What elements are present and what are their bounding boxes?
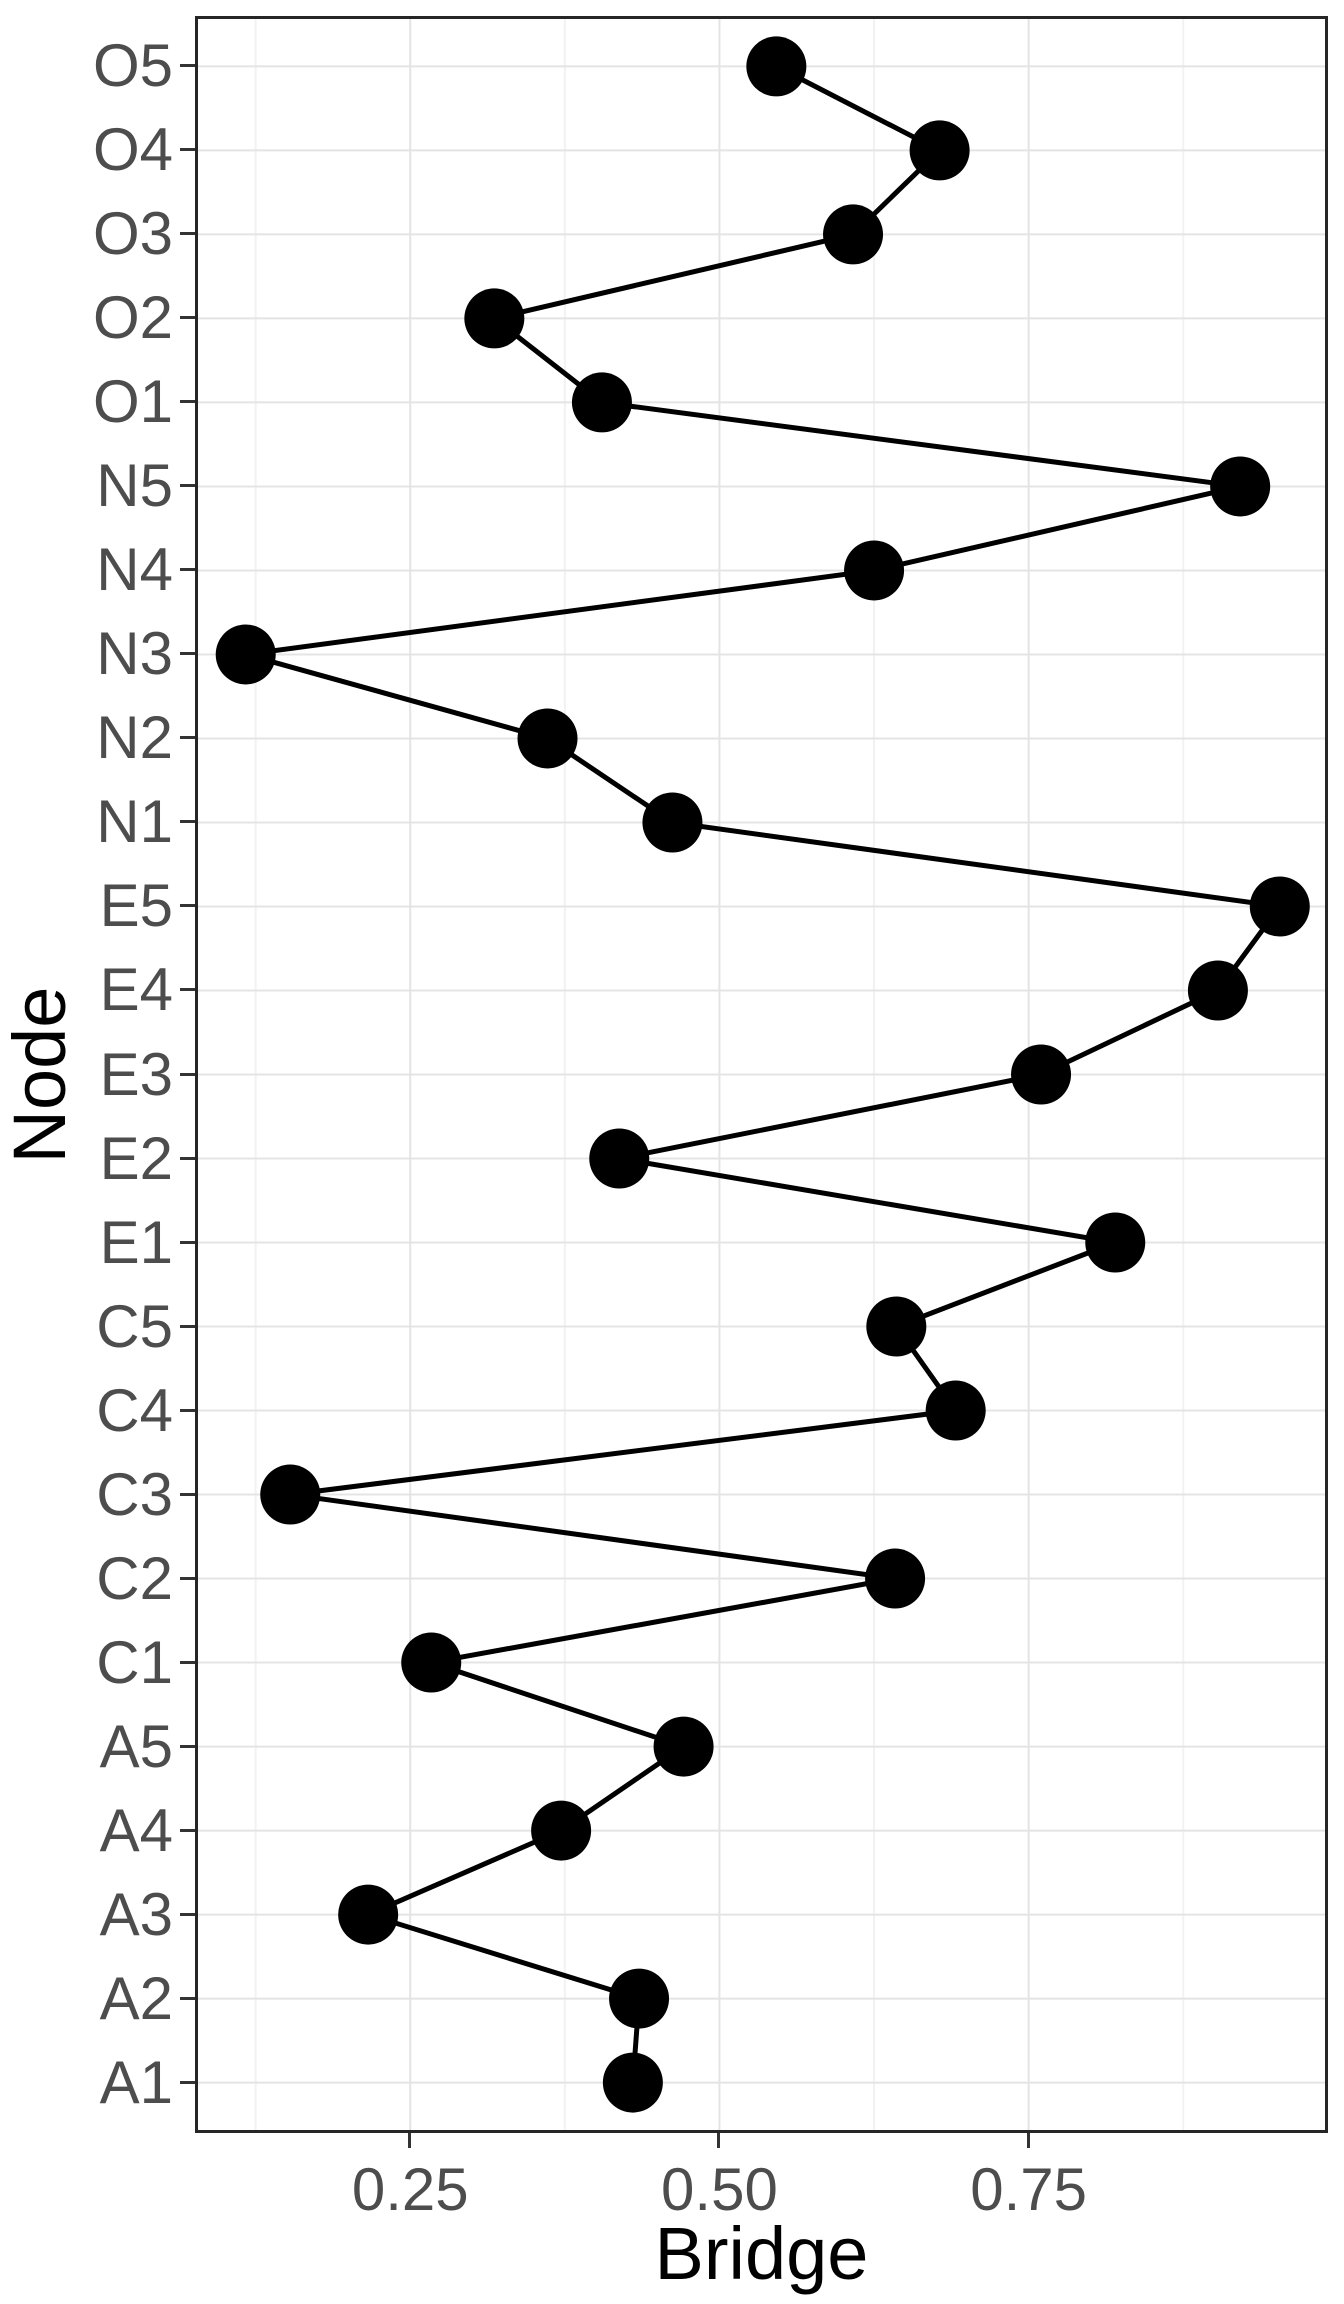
y-tick-label: O2 [92, 284, 173, 352]
data-point-E5 [1249, 876, 1310, 937]
data-point-N3 [215, 624, 276, 685]
y-tick-label: E3 [99, 1040, 173, 1108]
y-tick-mark [180, 1828, 195, 1832]
data-point-E4 [1187, 960, 1248, 1021]
y-tick-mark [180, 1072, 195, 1076]
y-tick-mark [180, 232, 195, 236]
data-point-N5 [1210, 456, 1271, 517]
data-point-C2 [865, 1548, 926, 1609]
data-point-O4 [909, 120, 970, 181]
y-tick-mark [180, 736, 195, 740]
data-point-A5 [653, 1716, 714, 1777]
y-tick-label: C2 [96, 1544, 173, 1612]
data-point-A4 [531, 1800, 592, 1861]
y-tick-mark [180, 568, 195, 572]
y-tick-label: E4 [99, 956, 173, 1024]
data-point-N2 [517, 708, 578, 769]
y-tick-mark [180, 2080, 195, 2084]
y-tick-label: N4 [96, 536, 173, 604]
data-point-N1 [642, 792, 703, 853]
y-tick-label: O1 [92, 368, 173, 436]
y-tick-label: E5 [99, 872, 173, 940]
y-tick-mark [180, 1744, 195, 1748]
x-tick-label: 0.75 [970, 2156, 1088, 2223]
data-point-N4 [844, 540, 905, 601]
chart-svg [195, 16, 1328, 2133]
y-tick-mark [180, 1660, 195, 1664]
y-tick-label: E1 [99, 1208, 173, 1276]
data-point-C3 [260, 1464, 321, 1525]
y-tick-label: C3 [96, 1460, 173, 1528]
data-point-A2 [609, 1968, 670, 2029]
data-point-O5 [746, 36, 807, 97]
y-tick-mark [180, 1912, 195, 1916]
y-tick-label: A4 [99, 1796, 173, 1864]
y-tick-mark [180, 1996, 195, 2000]
y-tick-label: O4 [92, 116, 173, 184]
data-point-A3 [338, 1884, 399, 1945]
y-tick-label: A1 [99, 2048, 173, 2116]
y-tick-mark [180, 316, 195, 320]
y-tick-mark [180, 1324, 195, 1328]
y-tick-mark [180, 1156, 195, 1160]
y-tick-label: N5 [96, 452, 173, 520]
data-point-C4 [925, 1380, 986, 1441]
y-tick-label: N1 [96, 788, 173, 856]
x-tick-label: 0.25 [351, 2156, 469, 2223]
data-point-O3 [823, 204, 884, 265]
x-axis-title: Bridge [654, 2212, 869, 2295]
data-point-O2 [464, 288, 525, 349]
y-tick-label: A2 [99, 1964, 173, 2032]
y-tick-label: E2 [99, 1124, 173, 1192]
y-tick-label: A5 [99, 1712, 173, 1780]
y-tick-mark [180, 64, 195, 68]
y-tick-label: C1 [96, 1628, 173, 1696]
plot-panel [195, 16, 1328, 2133]
data-point-E2 [589, 1128, 650, 1189]
y-tick-label: N3 [96, 620, 173, 688]
y-tick-label: C5 [96, 1292, 173, 1360]
y-tick-label: O5 [92, 32, 173, 100]
y-tick-mark [180, 652, 195, 656]
y-tick-mark [180, 904, 195, 908]
y-tick-mark [180, 1576, 195, 1580]
data-point-O1 [571, 372, 632, 433]
data-point-E1 [1085, 1212, 1146, 1273]
x-tick-mark [717, 2133, 721, 2148]
data-point-C5 [866, 1296, 927, 1357]
y-tick-mark [180, 1408, 195, 1412]
data-point-A1 [602, 2052, 663, 2113]
y-tick-mark [180, 148, 195, 152]
y-tick-label: N2 [96, 704, 173, 772]
y-tick-label: C4 [96, 1376, 173, 1444]
y-tick-mark [180, 1240, 195, 1244]
x-tick-mark [1026, 2133, 1030, 2148]
y-tick-mark [180, 988, 195, 992]
x-tick-label: 0.50 [661, 2156, 778, 2223]
y-tick-mark [180, 484, 195, 488]
y-tick-label: A3 [99, 1880, 173, 1948]
y-tick-label: O3 [92, 200, 173, 268]
data-point-C1 [401, 1632, 462, 1693]
x-tick-mark [408, 2133, 412, 2148]
data-point-E3 [1011, 1044, 1072, 1105]
y-tick-mark [180, 820, 195, 824]
y-tick-mark [180, 400, 195, 404]
y-tick-mark [180, 1492, 195, 1496]
